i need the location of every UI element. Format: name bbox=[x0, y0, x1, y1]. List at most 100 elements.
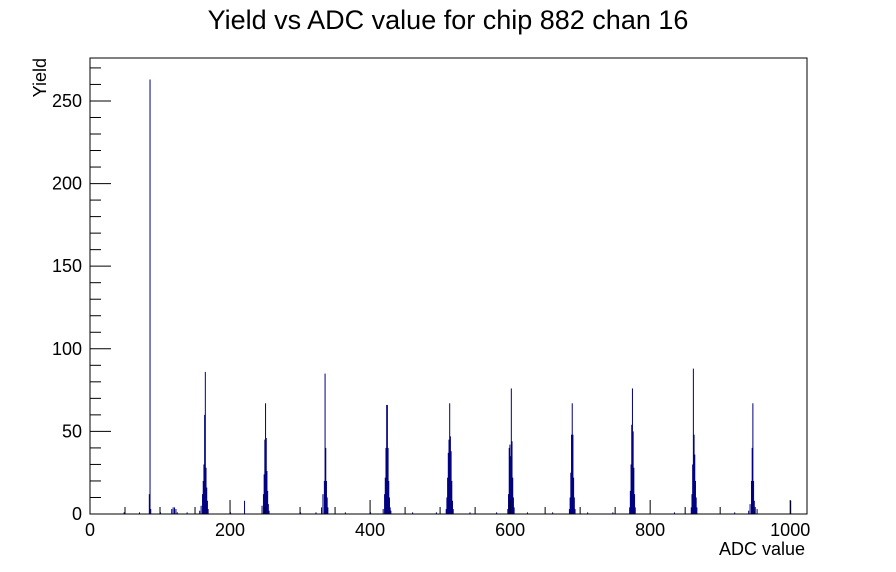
x-tick-label: 0 bbox=[85, 520, 95, 540]
histogram-bin bbox=[175, 509, 177, 514]
histogram-bin bbox=[435, 512, 437, 514]
histogram-bin bbox=[469, 512, 471, 514]
histogram-bin bbox=[326, 497, 328, 514]
histogram-bin bbox=[267, 504, 269, 514]
histogram-bin bbox=[324, 373, 326, 514]
histogram-bin bbox=[694, 480, 696, 514]
histogram-bin bbox=[322, 494, 324, 514]
histogram-bin bbox=[696, 507, 698, 514]
histogram-bin bbox=[389, 507, 391, 514]
histogram-bin bbox=[511, 441, 513, 514]
histogram-bin bbox=[574, 509, 576, 514]
histogram-bin bbox=[386, 404, 388, 514]
histogram-bin bbox=[202, 494, 204, 514]
x-tick-label: 800 bbox=[635, 520, 665, 540]
x-axis: 0 200 400 600 800 1000 bbox=[85, 500, 810, 540]
x-tick-label: 200 bbox=[215, 520, 245, 540]
histogram-bin bbox=[570, 472, 572, 514]
histogram-bin bbox=[629, 490, 631, 514]
x-tick-label: 1000 bbox=[770, 520, 810, 540]
histogram-bin bbox=[569, 497, 571, 514]
histogram-bin bbox=[673, 512, 675, 514]
histogram-bin bbox=[630, 464, 632, 514]
histogram-bin bbox=[509, 444, 511, 514]
histogram-bin bbox=[447, 477, 449, 514]
histogram-bin bbox=[450, 451, 452, 514]
histogram-bin bbox=[149, 79, 151, 514]
histogram-bin bbox=[244, 500, 246, 514]
histogram-bin bbox=[513, 507, 515, 514]
histogram-bin bbox=[633, 467, 635, 514]
histogram-bin bbox=[384, 477, 386, 514]
histogram-bin bbox=[452, 509, 454, 514]
histogram-series bbox=[123, 79, 792, 514]
histogram-bin bbox=[790, 500, 792, 514]
histogram-bin bbox=[572, 434, 574, 514]
y-tick-label: 50 bbox=[62, 421, 82, 441]
histogram-bin bbox=[139, 512, 141, 514]
histogram-bin bbox=[552, 512, 554, 514]
histogram-bin bbox=[445, 509, 447, 514]
histogram-bin bbox=[631, 424, 633, 514]
histogram-bin bbox=[753, 480, 755, 514]
histogram-bin bbox=[186, 512, 188, 514]
histogram-bin bbox=[510, 456, 512, 514]
histogram-bin bbox=[634, 507, 636, 514]
histogram-bin bbox=[176, 512, 178, 514]
histogram-bin bbox=[268, 510, 270, 514]
histogram-bin bbox=[150, 509, 152, 514]
histogram-bin bbox=[230, 512, 232, 514]
histogram-bin bbox=[507, 509, 509, 514]
histogram-bin bbox=[587, 512, 589, 514]
histogram-bin bbox=[204, 414, 206, 514]
histogram-bin bbox=[205, 467, 207, 514]
histogram-bin bbox=[571, 403, 573, 514]
histogram-bin bbox=[612, 512, 614, 514]
histogram-bin bbox=[751, 447, 753, 514]
histogram-bin bbox=[571, 434, 573, 514]
histogram-bin bbox=[692, 464, 694, 514]
histogram-bin bbox=[199, 510, 201, 514]
histogram-bin bbox=[756, 509, 758, 514]
x-axis-label: ADC value bbox=[719, 539, 805, 559]
histogram-bin bbox=[321, 507, 323, 514]
histogram-bin bbox=[753, 500, 755, 514]
histogram-bin bbox=[264, 439, 266, 514]
histogram-bin bbox=[508, 494, 510, 514]
histogram-bin bbox=[750, 480, 752, 514]
histogram-bin bbox=[386, 404, 388, 514]
histogram-bin bbox=[261, 505, 263, 514]
histogram-bin bbox=[496, 512, 498, 514]
histogram-bin bbox=[752, 403, 754, 514]
histogram-bin bbox=[172, 507, 174, 514]
histogram-bin bbox=[325, 447, 327, 514]
y-tick-label: 150 bbox=[52, 256, 82, 276]
histogram-bin bbox=[634, 494, 636, 514]
histogram-bin bbox=[631, 388, 633, 514]
histogram-bin bbox=[300, 512, 302, 514]
histogram-bin bbox=[412, 512, 414, 514]
histogram-bin bbox=[452, 500, 453, 514]
histogram-bin bbox=[265, 438, 267, 514]
histogram-bin bbox=[447, 452, 449, 514]
histogram-bin bbox=[207, 509, 209, 514]
y-tick-label: 100 bbox=[52, 339, 82, 359]
histogram-bin bbox=[387, 447, 389, 514]
histogram-bin bbox=[693, 434, 695, 514]
histogram-bin bbox=[148, 494, 150, 514]
histogram-bin bbox=[267, 490, 269, 514]
histogram-bin bbox=[632, 431, 634, 514]
histogram-bin bbox=[512, 477, 514, 514]
y-tick-label: 200 bbox=[52, 174, 82, 194]
histogram-bin bbox=[160, 512, 162, 514]
histogram-bin bbox=[344, 512, 346, 514]
histogram-bin bbox=[451, 480, 453, 514]
histogram-bin bbox=[692, 368, 694, 514]
histogram-bin bbox=[315, 512, 317, 514]
histogram-bin bbox=[266, 471, 268, 514]
histogram-bin bbox=[510, 388, 512, 514]
histogram-bin bbox=[171, 509, 173, 514]
histogram-bin bbox=[749, 504, 751, 514]
x-tick-label: 600 bbox=[495, 520, 525, 540]
